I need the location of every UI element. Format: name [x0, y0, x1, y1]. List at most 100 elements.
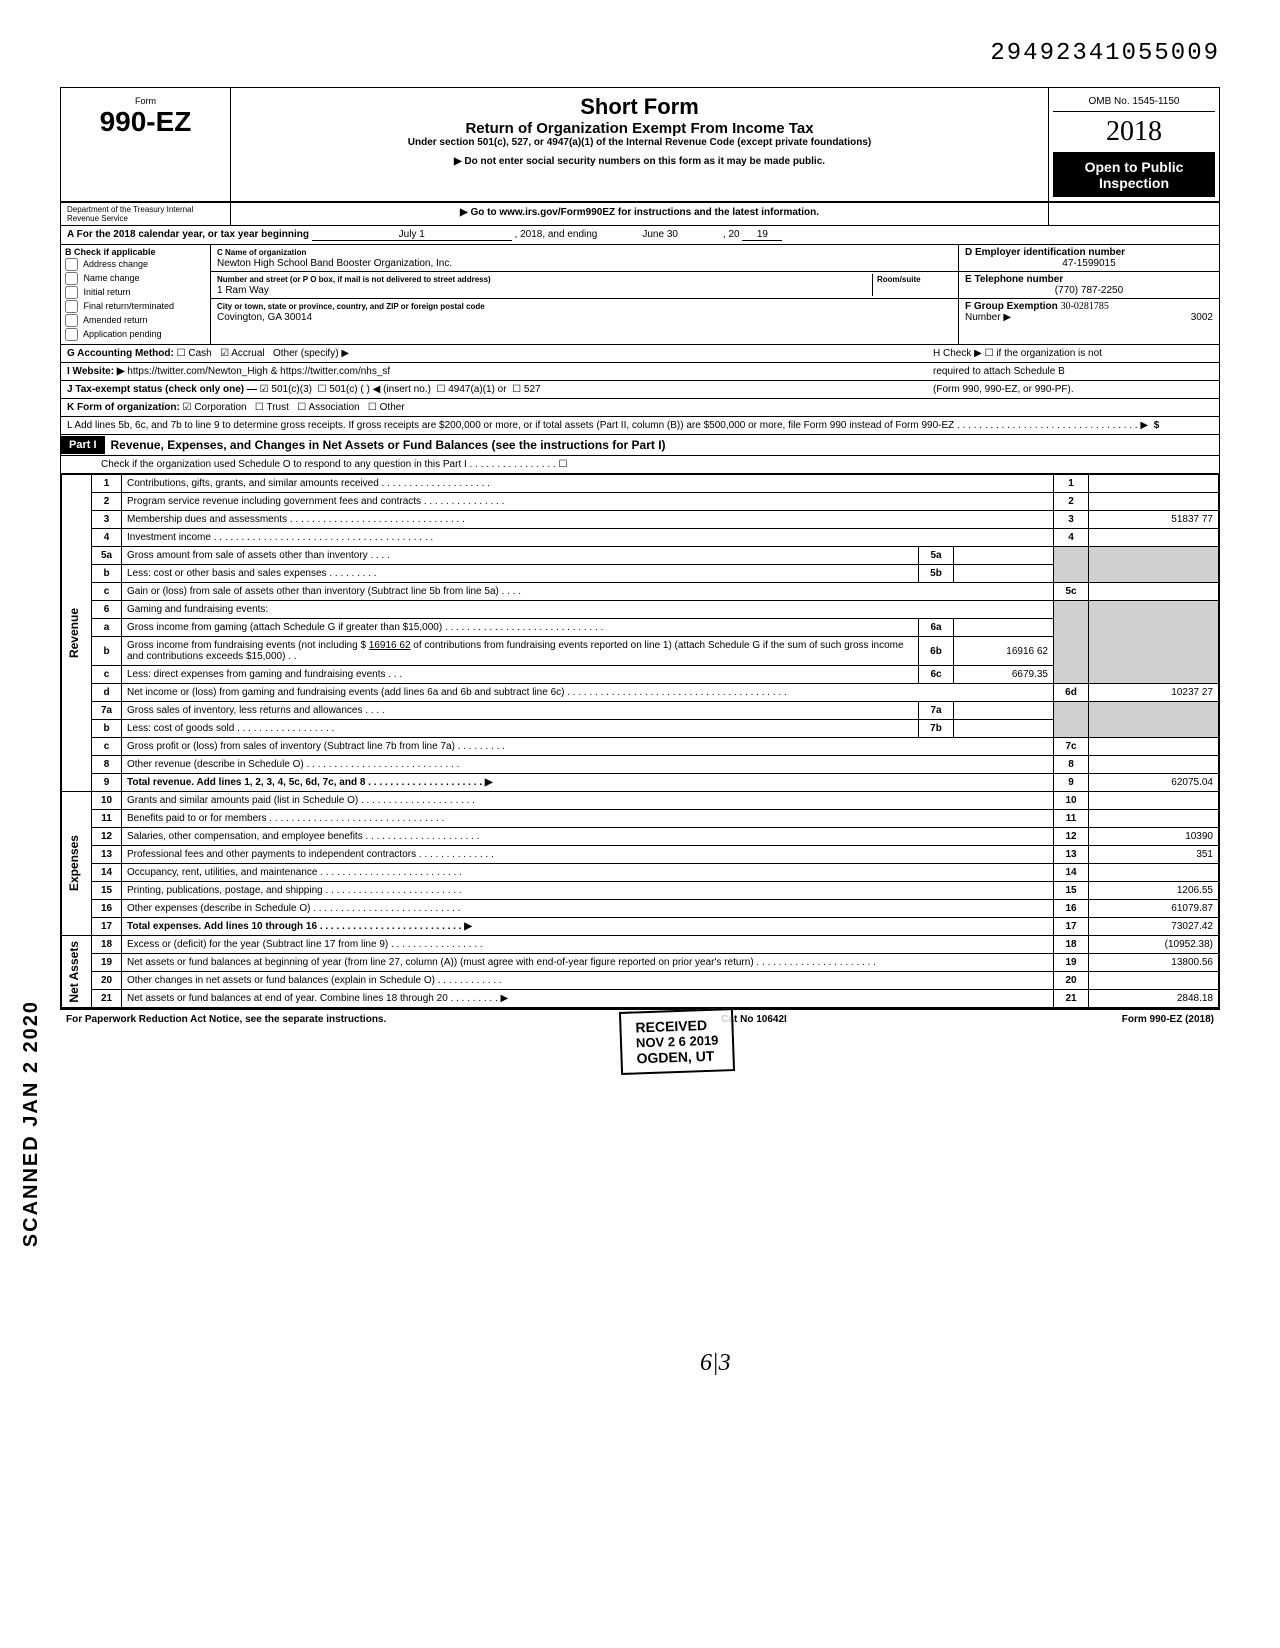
part1-check-line: Check if the organization used Schedule …: [61, 456, 1219, 474]
line4-amount: [1089, 529, 1219, 547]
tax-status-4947: 4947(a)(1) or: [448, 384, 506, 395]
line11-desc: Benefits paid to or for members . . . . …: [122, 810, 1054, 828]
section-b-label: B Check if applicable: [65, 247, 156, 257]
open-to-public: Open to Public Inspection: [1053, 153, 1215, 197]
line12-amount: 10390: [1089, 828, 1219, 846]
section-f-number-label: Number ▶: [965, 312, 1011, 323]
line7b-desc: Less: cost of goods sold . . . . . . . .…: [122, 720, 919, 738]
line12-desc: Salaries, other compensation, and employ…: [122, 828, 1054, 846]
title-main: Short Form: [237, 94, 1042, 120]
line6a-desc: Gross income from gaming (attach Schedul…: [122, 619, 919, 637]
line7a-subamt: [954, 702, 1054, 720]
expenses-vlabel: Expenses: [67, 835, 81, 891]
section-l-text: L Add lines 5b, 6c, and 7b to line 9 to …: [67, 420, 1148, 431]
line7c-desc: Gross profit or (loss) from sales of inv…: [122, 738, 1054, 756]
inspection-spacer: [1049, 203, 1219, 225]
form-number: 990-EZ: [69, 106, 222, 138]
ein: 47-1599015: [965, 258, 1213, 269]
line6-desc: Gaming and fundraising events:: [122, 601, 1054, 619]
tax-status-501c: 501(c) ( ) ◀ (insert no.): [329, 384, 431, 395]
line1-desc: Contributions, gifts, grants, and simila…: [122, 475, 1054, 493]
line13-amount: 351: [1089, 846, 1219, 864]
section-c: C Name of organization Newton High Schoo…: [211, 245, 959, 344]
chk-pending[interactable]: Application pending: [65, 328, 206, 341]
section-a-tax-year: A For the 2018 calendar year, or tax yea…: [61, 226, 1219, 245]
line6b-desc: Gross income from fundraising events (no…: [122, 637, 919, 666]
note-ssn: ▶ Do not enter social security numbers o…: [237, 156, 1042, 167]
line19-desc: Net assets or fund balances at beginning…: [122, 954, 1054, 972]
line3-amount: 51837 77: [1089, 511, 1219, 529]
revenue-vlabel: Revenue: [67, 608, 81, 658]
line20-desc: Other changes in net assets or fund bala…: [122, 972, 1054, 990]
line8-amount: [1089, 756, 1219, 774]
section-l-amount-label: $: [1154, 420, 1160, 431]
website: https://twitter.com/Newton_High & https:…: [127, 366, 390, 377]
line18-amount: (10952.38): [1089, 936, 1219, 954]
chk-final-return[interactable]: Final return/terminated: [65, 300, 206, 313]
section-g-label: G Accounting Method:: [67, 348, 174, 359]
line19-amount: 13800.56: [1089, 954, 1219, 972]
section-h-label2: required to attach Schedule B: [933, 366, 1065, 377]
handwritten-bottom: 6|3: [700, 1350, 731, 1377]
line6c-subamt: 6679.35: [954, 666, 1054, 684]
line10-amount: [1089, 792, 1219, 810]
footer-left: For Paperwork Reduction Act Notice, see …: [66, 1014, 386, 1025]
section-f-label: F Group Exemption: [965, 301, 1058, 312]
form-org-assoc: Association: [308, 402, 359, 413]
section-gh: G Accounting Method: ☐ Cash ☑ Accrual Ot…: [61, 345, 1219, 363]
section-k-label: K Form of organization:: [67, 402, 180, 413]
year-cell: OMB No. 1545-1150 2018 Open to Public In…: [1049, 88, 1219, 201]
sections-bcdef: B Check if applicable Address change Nam…: [61, 245, 1219, 345]
org-name: Newton High School Band Booster Organiza…: [217, 258, 452, 269]
section-e-label: E Telephone number: [965, 274, 1063, 285]
chk-address-change[interactable]: Address change: [65, 258, 206, 271]
form-org-other: Other: [380, 402, 405, 413]
footer-right: Form 990-EZ (2018): [1122, 1014, 1214, 1025]
section-h-label3: (Form 990, 990-EZ, or 990-PF).: [933, 384, 1074, 395]
year-begin: July 1: [312, 229, 512, 241]
form-org-trust: Trust: [266, 402, 288, 413]
phone: (770) 787-2250: [965, 285, 1213, 296]
chk-name-change[interactable]: Name change: [65, 272, 206, 285]
room-suite-label: Room/suite: [877, 275, 921, 284]
line18-desc: Excess or (deficit) for the year (Subtra…: [122, 936, 1054, 954]
scanned-side-text: SCANNED JAN 2 2020: [20, 1000, 43, 1247]
line10-desc: Grants and similar amounts paid (list in…: [122, 792, 1054, 810]
section-a-yprefix: , 20: [723, 229, 740, 240]
chk-initial-return[interactable]: Initial return: [65, 286, 206, 299]
section-i-label: I Website: ▶: [67, 366, 125, 377]
line6b-subamt: 16916 62: [954, 637, 1054, 666]
line3-desc: Membership dues and assessments . . . . …: [122, 511, 1054, 529]
part1-table: Revenue 1 Contributions, gifts, grants, …: [61, 474, 1219, 1008]
org-city: Covington, GA 30014: [217, 312, 312, 323]
stamp-ogden: OGDEN, UT: [636, 1048, 719, 1067]
line5c-desc: Gain or (loss) from sale of assets other…: [122, 583, 1054, 601]
section-j: J Tax-exempt status (check only one) — ☑…: [61, 381, 1219, 399]
line14-desc: Occupancy, rent, utilities, and maintena…: [122, 864, 1054, 882]
line5a-subamt: [954, 547, 1054, 565]
line7c-amount: [1089, 738, 1219, 756]
line15-desc: Printing, publications, postage, and shi…: [122, 882, 1054, 900]
title-cell: Short Form Return of Organization Exempt…: [231, 88, 1049, 201]
line9-amount: 62075.04: [1089, 774, 1219, 792]
line15-amount: 1206.55: [1089, 882, 1219, 900]
org-street: 1 Ram Way: [217, 285, 269, 296]
group-exemption-number: 3002: [1191, 312, 1213, 323]
line21-desc: Net assets or fund balances at end of ye…: [122, 990, 1054, 1008]
line14-amount: [1089, 864, 1219, 882]
part1-badge: Part I: [61, 436, 105, 454]
section-d-label: D Employer identification number: [965, 247, 1125, 258]
year-end: 19: [742, 229, 782, 241]
chk-amended[interactable]: Amended return: [65, 314, 206, 327]
netassets-vlabel: Net Assets: [67, 941, 81, 1003]
line11-amount: [1089, 810, 1219, 828]
section-c-street-label: Number and street (or P O box, if mail i…: [217, 275, 491, 284]
line13-desc: Professional fees and other payments to …: [122, 846, 1054, 864]
omb-number: OMB No. 1545-1150: [1053, 92, 1215, 112]
section-c-name-label: C Name of organization: [217, 248, 306, 257]
accounting-accrual: Accrual: [231, 348, 264, 359]
form-990ez: Form 990-EZ Short Form Return of Organiz…: [60, 87, 1220, 1009]
form-org-corp: Corporation: [194, 402, 246, 413]
line1-amount: [1089, 475, 1219, 493]
tax-status-527: 527: [524, 384, 541, 395]
